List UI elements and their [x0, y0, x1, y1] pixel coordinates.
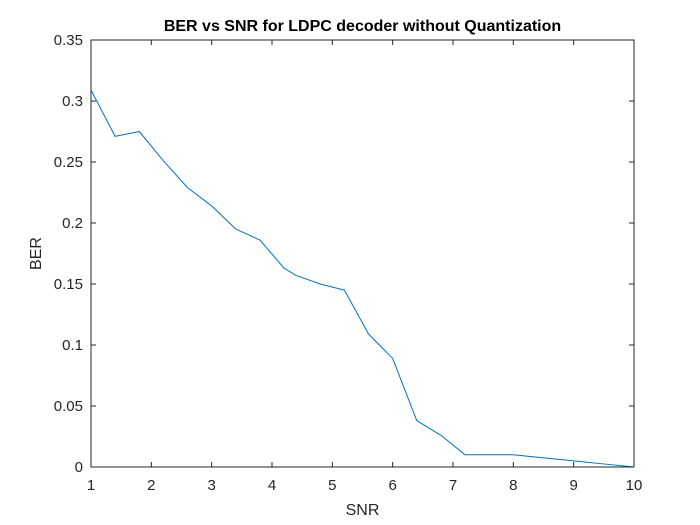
- axes-box: [90, 39, 635, 468]
- y-tick-label: 0.05: [54, 398, 83, 415]
- x-tick-label: 8: [509, 477, 517, 494]
- series-line-0: [90, 89, 635, 468]
- y-tick-label: 0.1: [62, 337, 83, 354]
- chart-title: BER vs SNR for LDPC decoder without Quan…: [164, 18, 561, 35]
- x-tick-label: 10: [626, 477, 643, 494]
- y-tick-label: 0: [75, 459, 83, 476]
- y-tick-label: 0.35: [54, 32, 83, 49]
- x-tick-label: 3: [207, 477, 215, 494]
- y-axis-label: BER: [28, 237, 45, 270]
- x-axis-label: SNR: [346, 502, 380, 519]
- x-tick-label: 2: [147, 477, 155, 494]
- axes-layer: 1 2 3 4 5 6 7 8 9 10 0 0.05 0.1 0.15 0.2 0.25 0.3 0.35: [54, 32, 643, 494]
- x-tick-label: 1: [87, 477, 95, 494]
- plot-area-background: [91, 40, 634, 467]
- y-tick-label: 0.15: [54, 276, 83, 293]
- x-tick-label: 5: [328, 477, 336, 494]
- y-tick-label: 0.25: [54, 154, 83, 171]
- y-tick-label: 0.3: [62, 93, 83, 110]
- x-tick-label: 7: [449, 477, 457, 494]
- x-tick-label: 6: [388, 477, 396, 494]
- x-tick-label: 4: [268, 477, 276, 494]
- series-layer: [90, 89, 635, 468]
- x-tick-label: 9: [569, 477, 577, 494]
- y-tick-label: 0.2: [62, 215, 83, 232]
